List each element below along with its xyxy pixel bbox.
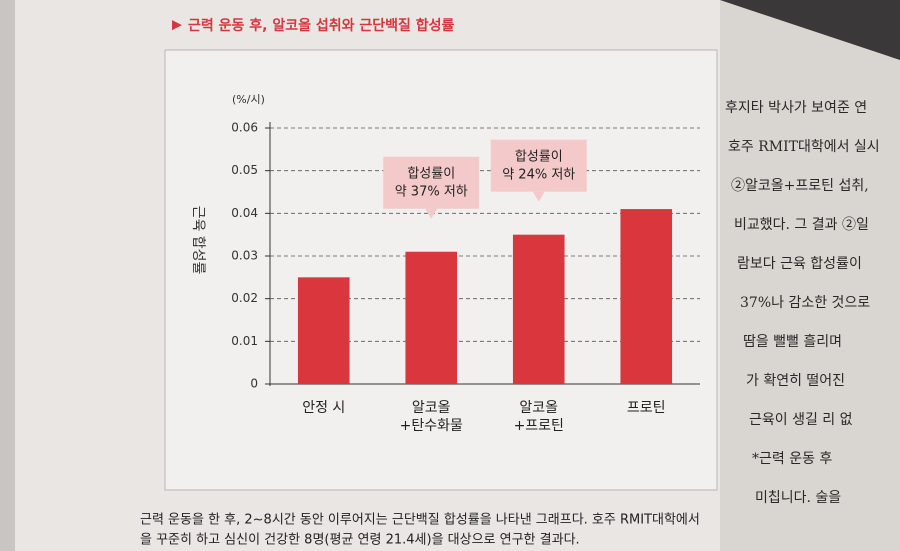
y-tick-label: 0 [250, 377, 258, 391]
body-text: 가 확연히 떨어진 [746, 373, 845, 389]
body-text: 호주 RMIT대학에서 실시 [728, 139, 880, 155]
x-tick-label: 알코올 +탄수화물 [400, 400, 463, 434]
bar [297, 277, 350, 384]
right-page [720, 0, 900, 551]
annotation-box [490, 139, 587, 192]
y-axis-label: 근육 합성률 [190, 206, 206, 275]
body-text: 근육이 생길 리 없 [749, 412, 853, 428]
bar [512, 234, 565, 384]
x-tick-label: 알코올 +프로틴 [514, 400, 564, 434]
y-tick-label: 0.01 [231, 334, 258, 348]
bar [405, 251, 458, 384]
x-tick-label: 안정 시 [302, 400, 345, 416]
y-unit: (%/시) [232, 93, 265, 106]
body-text: *근력 운동 후 [752, 451, 832, 467]
y-tick-label: 0.06 [231, 121, 258, 135]
body-text: 후지타 박사가 보여준 연 [725, 100, 867, 116]
annotation: 합성률이 약 37% 저하 [395, 166, 468, 199]
bar [620, 209, 673, 384]
x-tick-label: 프로틴 [627, 400, 666, 416]
body-text: 람보다 근육 합성률이 [737, 256, 862, 272]
body-text: ②알코올+프로틴 섭취, [731, 178, 869, 194]
annotation-pointer [532, 191, 545, 202]
body-text: 땀을 뻘뻘 흘리며 [743, 334, 842, 350]
y-tick-label: 0.03 [231, 249, 258, 263]
chart-title: 근력 운동 후, 알코올 섭취와 근단백질 합성률 [188, 17, 455, 34]
title-marker: ▶ [172, 18, 182, 33]
body-text: 37%나 감소한 것으로 [740, 295, 870, 311]
y-tick-label: 0.02 [231, 291, 258, 305]
annotation-pointer [425, 208, 438, 219]
body-text: 비교했다. 그 결과 ②일 [734, 217, 869, 233]
caption-line: 을 꾸준히 하고 심신이 건강한 8명(평균 연령 21.4세)을 대상으로 연… [140, 533, 580, 548]
body-text: 미칩니다. 술을 [755, 490, 841, 506]
annotation-box [383, 156, 480, 209]
y-tick-label: 0.04 [231, 206, 258, 220]
annotation: 합성률이 약 24% 저하 [502, 149, 575, 182]
y-tick-label: 0.05 [231, 163, 258, 177]
caption-line: 근력 운동을 한 후, 2~8시간 동안 이루어지는 근단백질 합성률을 나타낸… [140, 513, 700, 528]
